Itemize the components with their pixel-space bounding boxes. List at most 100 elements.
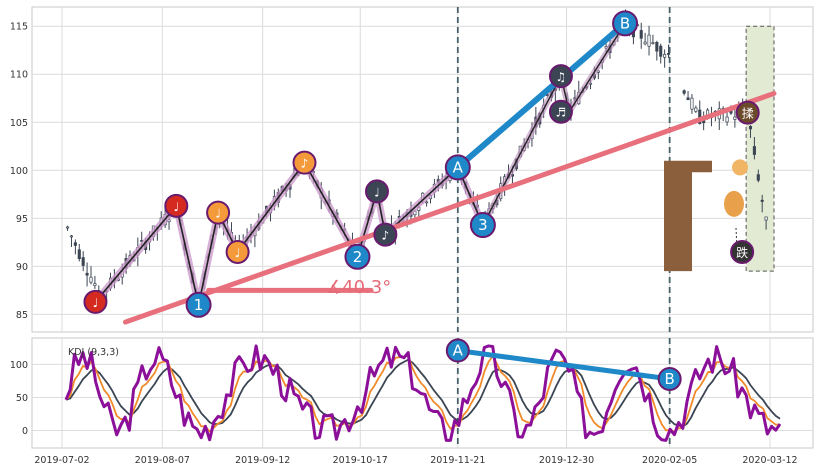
wave-marker-label: 跌 <box>736 245 748 260</box>
wave-marker-label: ♩ <box>374 185 380 199</box>
candle-body <box>651 42 655 44</box>
wave-marker-label: ♩ <box>215 207 221 221</box>
angle-label: ∡40.3° <box>326 277 391 298</box>
kdj-title: KDJ (9,3,3) <box>68 347 119 358</box>
candle-body <box>752 146 756 155</box>
wave-marker <box>469 212 496 239</box>
wave-marker-label: 揉 <box>742 106 754 121</box>
candle-body <box>66 226 70 229</box>
y-tick-label: 90 <box>16 262 28 273</box>
candle-body <box>663 54 667 58</box>
cliff-shape <box>664 160 712 272</box>
wave-marker <box>548 99 573 124</box>
wave-marker-label: ♩ <box>173 200 179 214</box>
kdj-divergence-marker <box>657 366 682 391</box>
y-tick-label: 85 <box>16 310 28 321</box>
kdj-j-line <box>64 344 782 442</box>
y-tick-label: 100 <box>10 166 28 177</box>
candle-body <box>643 41 647 45</box>
x-tick-label: 2020-03-12 <box>742 455 797 466</box>
climber-body <box>724 190 744 217</box>
candle-body <box>725 116 729 123</box>
x-tick-label: 2019-09-12 <box>235 455 290 466</box>
candle-body <box>89 276 93 283</box>
candle-body <box>85 272 89 276</box>
x-tick-label: 2019-08-07 <box>135 455 190 466</box>
candle-body <box>682 90 686 94</box>
trendline-blue <box>454 20 629 171</box>
candle-body <box>690 97 694 110</box>
wave-marker <box>373 222 398 247</box>
x-tick-label: 2019-07-02 <box>34 455 89 466</box>
candle-body <box>655 41 659 52</box>
climber-head <box>732 159 748 176</box>
y-tick-label: 110 <box>10 70 28 81</box>
candle-body <box>81 257 85 266</box>
kdj-k-line <box>65 354 781 433</box>
candle-body <box>733 116 737 120</box>
y-tick-label: 95 <box>16 214 28 225</box>
x-tick-label: 2019-12-30 <box>539 455 594 466</box>
highlight-zone <box>745 25 775 272</box>
kdj-tick-label: 0 <box>22 426 28 437</box>
candle-body <box>69 235 74 238</box>
x-tick-label: 2019-10-17 <box>333 455 388 466</box>
wave-marker-label: ♬ <box>556 106 567 120</box>
highlight-box <box>745 25 775 272</box>
wave-marker <box>612 10 639 37</box>
wave-markers: ♩ 1 ♩ ♩ ♩ ♪ 2 ♩ ♪ A 3 ♫ ♬ B 揉跌 A B <box>83 10 760 391</box>
axis-ticks: 2019-07-02 2019-08-07 2019-09-12 2019-10-17… <box>10 22 798 466</box>
kdj-divergence-label: B <box>665 370 675 388</box>
wave-marker <box>344 243 371 270</box>
candle-body <box>748 125 753 130</box>
candle-body <box>756 174 760 181</box>
x-tick-label: 2020-02-05 <box>642 455 697 466</box>
candle-body <box>639 30 643 39</box>
wave-marker <box>548 64 573 89</box>
wave-marker <box>364 179 389 204</box>
wave-marker-label: ♫ <box>556 70 567 84</box>
wave-marker-label: B <box>620 14 630 32</box>
y-tick-label: 105 <box>10 118 28 129</box>
wave-line <box>482 22 626 226</box>
candle-body <box>666 53 671 55</box>
wave-marker-label: 2 <box>353 248 363 266</box>
candle-body <box>659 45 663 57</box>
wave-marker <box>83 289 108 314</box>
wave-marker-label: 3 <box>478 216 488 234</box>
wave-marker-label: A <box>453 158 464 176</box>
kdj-divergence-label: A <box>453 342 464 360</box>
kdj-tick-label: 50 <box>16 393 28 404</box>
candle-body <box>73 242 77 246</box>
wave-marker <box>730 239 755 264</box>
kdj-tick-label: 100 <box>10 360 28 371</box>
trendline-pink <box>122 90 777 325</box>
candle-body <box>764 216 768 221</box>
wave-marker-label: ♪ <box>382 229 390 243</box>
kdj-divergence-line <box>455 348 673 382</box>
wave-marker-label: ♩ <box>93 296 99 310</box>
y-tick-label: 115 <box>10 22 28 33</box>
wave-marker <box>735 100 760 125</box>
candle-body <box>77 249 81 260</box>
wave-marker <box>225 239 250 264</box>
candle-body <box>686 97 690 101</box>
candle-body <box>760 199 764 202</box>
candle-body <box>425 201 429 204</box>
kdj-d-line <box>65 358 781 428</box>
candle-body <box>93 283 97 287</box>
wave-marker <box>185 291 212 318</box>
wave-marker <box>444 154 471 181</box>
x-tick-label: 2019-11-21 <box>430 455 485 466</box>
wave-marker-label: ♩ <box>235 246 241 260</box>
wave-marker-label: ♪ <box>301 157 309 171</box>
kdj-lines <box>64 344 782 442</box>
wave-marker <box>206 200 231 225</box>
wave-marker-label: 1 <box>194 296 204 314</box>
trendlines <box>122 20 777 325</box>
kdj-divergence-marker <box>445 338 470 363</box>
candle-body <box>647 34 651 47</box>
wave-marker <box>292 150 317 175</box>
wave-marker <box>164 193 189 218</box>
